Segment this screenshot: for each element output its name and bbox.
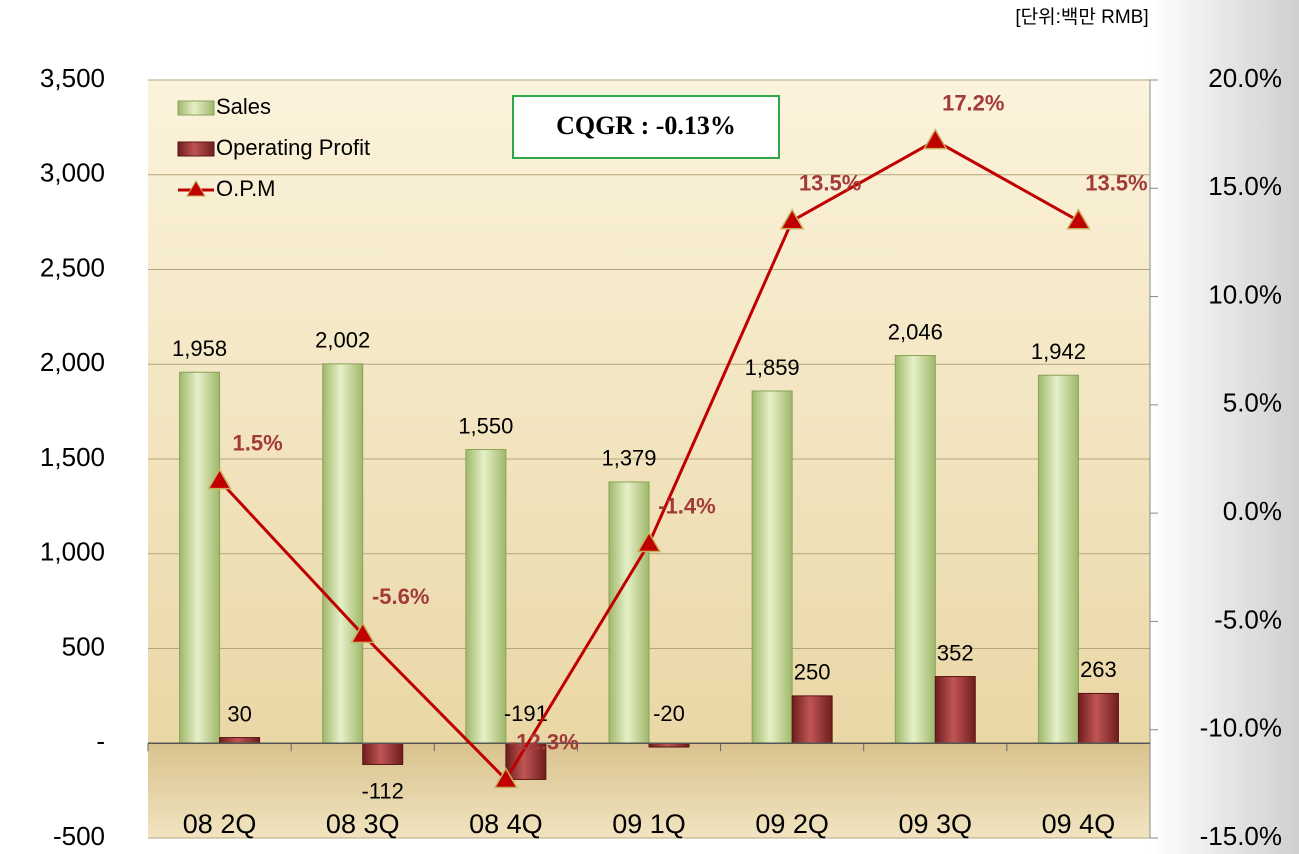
- y-tick-label: 3,500: [40, 63, 105, 93]
- data-label: -112: [362, 778, 404, 803]
- x-tick-label: 08 4Q: [469, 809, 543, 839]
- y2-tick-label: 15.0%: [1208, 171, 1282, 201]
- bar: [322, 363, 364, 744]
- bar: [1077, 692, 1119, 744]
- bar: [608, 481, 650, 744]
- y-tick-label: 1,500: [40, 442, 105, 472]
- data-label: -12.3%: [509, 729, 579, 754]
- y2-tick-label: 10.0%: [1208, 279, 1282, 309]
- y-tick-label: -500: [53, 821, 105, 851]
- x-tick-label: 08 2Q: [183, 809, 257, 839]
- bar: [219, 737, 261, 744]
- data-label: 17.2%: [942, 90, 1004, 115]
- data-label: 13.5%: [1085, 171, 1147, 196]
- bar: [791, 695, 833, 744]
- marker: [779, 208, 805, 230]
- data-label: 30: [227, 701, 251, 726]
- plot-area: [148, 743, 1150, 838]
- data-label: 1,550: [458, 413, 513, 438]
- marker: [636, 530, 662, 553]
- legend-label: O.P.M: [216, 176, 276, 201]
- x-tick-label: 08 3Q: [326, 809, 400, 839]
- marker: [1066, 208, 1091, 230]
- y-tick-label: -: [96, 726, 105, 756]
- data-label: 2,046: [888, 319, 943, 344]
- data-label: -5.6%: [372, 584, 429, 609]
- y-tick-label: 2,500: [40, 252, 105, 282]
- bar: [1037, 374, 1079, 744]
- marker: [493, 767, 519, 789]
- data-label: 1,379: [601, 446, 656, 471]
- marker: [207, 468, 232, 490]
- legend-label: Operating Profit: [216, 135, 370, 160]
- legend-swatch: [177, 141, 215, 157]
- y2-tick-label: 0.0%: [1223, 496, 1282, 526]
- y2-tick-label: -5.0%: [1214, 604, 1282, 634]
- data-label: 352: [937, 640, 974, 665]
- y2-tick-label: 20.0%: [1208, 63, 1282, 93]
- data-label: 263: [1080, 657, 1117, 682]
- data-label: 1,859: [745, 355, 800, 380]
- bar: [362, 742, 404, 765]
- x-tick-label: 09 3Q: [899, 809, 973, 839]
- annotation: CQGR : -0.13%: [556, 111, 736, 140]
- data-label: 1,942: [1031, 339, 1086, 364]
- bar: [179, 371, 221, 744]
- background: [1150, 0, 1299, 854]
- unit-note: [단위:백만 RMB]: [1015, 6, 1148, 28]
- data-label: 1.5%: [232, 430, 282, 455]
- y-tick-label: 500: [62, 631, 105, 661]
- data-label: 13.5%: [799, 171, 861, 196]
- y-tick-label: 3,000: [40, 158, 105, 188]
- y-tick-label: 2,000: [40, 347, 105, 377]
- y-tick-label: 1,000: [40, 537, 105, 567]
- y2-tick-label: 5.0%: [1223, 388, 1282, 418]
- data-label: -1.4%: [658, 493, 715, 518]
- data-label: 1,958: [172, 336, 227, 361]
- bar: [934, 676, 976, 744]
- legend-label: Sales: [216, 94, 271, 119]
- y2-tick-label: -10.0%: [1200, 713, 1282, 743]
- legend-swatch: [186, 180, 206, 197]
- marker: [922, 128, 948, 150]
- marker: [350, 621, 376, 644]
- bar: [465, 449, 507, 744]
- x-tick-label: 09 1Q: [612, 809, 686, 839]
- bar: [894, 355, 936, 744]
- x-tick-label: 09 4Q: [1042, 809, 1116, 839]
- data-label: -20: [653, 701, 685, 726]
- data-label: 250: [794, 660, 831, 685]
- y2-tick-label: -15.0%: [1200, 821, 1282, 851]
- x-tick-label: 09 2Q: [755, 809, 829, 839]
- legend-swatch: [177, 100, 215, 116]
- annotation-box: [512, 95, 780, 159]
- bar: [751, 390, 793, 744]
- data-label: 2,002: [315, 328, 370, 353]
